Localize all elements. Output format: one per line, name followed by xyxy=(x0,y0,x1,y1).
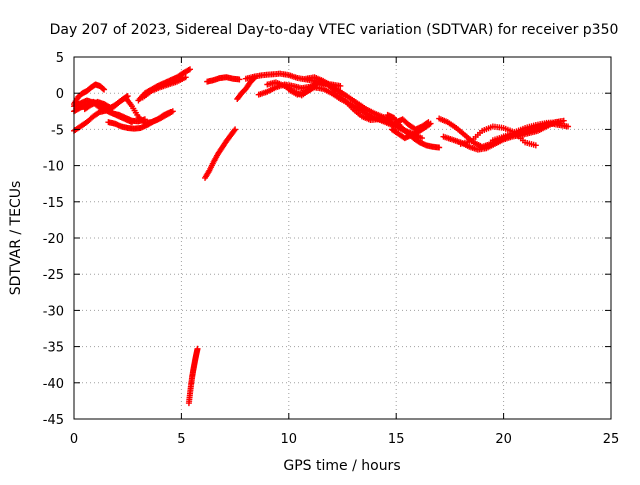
data-point xyxy=(124,93,131,100)
data-point xyxy=(425,119,432,126)
series-arc-10 xyxy=(202,126,239,181)
y-tick-label: -10 xyxy=(43,160,64,175)
series-arc-12 xyxy=(234,74,258,102)
data-point xyxy=(185,67,192,74)
chart-title: Day 207 of 2023, Sidereal Day-to-day VTE… xyxy=(50,22,619,38)
y-tick-label: -40 xyxy=(43,377,64,392)
grid-lines xyxy=(74,57,611,419)
data-point xyxy=(436,144,443,151)
axis-ticks: 0 5 10 15 20 25 5 0 -5 -10 -15 -20 -25 -30 -35 -40 -45 xyxy=(43,51,620,447)
data-point xyxy=(554,119,561,126)
data-point xyxy=(100,85,107,92)
series-arc-20 xyxy=(393,116,432,133)
y-tick-label: -30 xyxy=(43,304,64,319)
y-axis-label: SDTVAR / TECUs xyxy=(8,181,24,296)
data-point xyxy=(194,345,201,352)
series-arc-1 xyxy=(71,81,108,108)
series-arc-11 xyxy=(204,74,243,85)
data-point xyxy=(532,142,539,149)
x-tick-label: 25 xyxy=(603,432,620,447)
data-point xyxy=(169,108,176,115)
y-tick-label: -45 xyxy=(43,413,64,428)
data-point xyxy=(418,135,425,142)
data-point xyxy=(168,109,175,116)
y-tick-label: -15 xyxy=(43,196,64,211)
y-tick-label: -5 xyxy=(51,123,64,138)
y-tick-label: 5 xyxy=(56,51,64,66)
data-point xyxy=(560,117,567,124)
data-point xyxy=(232,126,239,133)
data-point xyxy=(424,120,431,127)
series-arc-8 xyxy=(139,74,189,101)
data-point xyxy=(337,82,344,89)
series-arc-5 xyxy=(81,93,131,113)
data-point xyxy=(101,86,108,93)
series-arc-24 xyxy=(489,119,561,144)
x-tick-label: 20 xyxy=(495,432,512,447)
x-tick-label: 15 xyxy=(388,432,405,447)
x-axis-label: GPS time / hours xyxy=(283,458,400,474)
series-arc-19 xyxy=(388,120,434,142)
x-tick-label: 0 xyxy=(70,432,78,447)
y-tick-label: -25 xyxy=(43,268,64,283)
data-point xyxy=(128,119,135,126)
y-tick-label: -35 xyxy=(43,341,64,356)
y-tick-label: 0 xyxy=(56,87,64,102)
y-tick-label: -20 xyxy=(43,232,64,247)
data-points xyxy=(71,66,572,407)
x-tick-label: 5 xyxy=(177,432,185,447)
x-tick-label: 10 xyxy=(281,432,298,447)
data-point xyxy=(236,76,243,83)
series-arc-23 xyxy=(457,123,539,149)
data-point xyxy=(182,74,189,81)
data-point xyxy=(231,127,238,134)
data-point xyxy=(186,66,193,73)
series-arc-6 xyxy=(105,108,176,132)
series-arc-9 xyxy=(185,345,201,407)
data-point xyxy=(565,123,572,130)
